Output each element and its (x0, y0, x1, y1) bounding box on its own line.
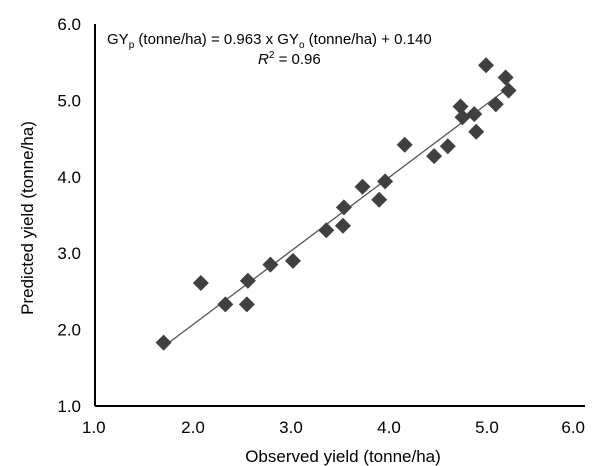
data-point (334, 217, 351, 234)
regression-equation: GYp (tonne/ha) = 0.963 x GYo (tonne/ha) … (107, 31, 432, 51)
data-point (426, 148, 443, 165)
y-tick-label: 5.0 (57, 91, 81, 110)
r-squared-label: R2 = 0.96 (258, 50, 321, 68)
regression-line (163, 87, 509, 348)
data-point (335, 199, 352, 216)
data-point (354, 178, 371, 195)
data-point (500, 82, 517, 99)
data-point (497, 69, 514, 86)
data-point (468, 123, 485, 140)
data-point (478, 57, 495, 74)
y-tick-label: 1.0 (57, 397, 81, 416)
equation-part: (tonne/ha) + 0.140 (305, 31, 432, 48)
x-tick-labels: 1.0 2.0 3.0 4.0 5.0 6.0 (82, 418, 585, 437)
data-point (239, 272, 256, 289)
data-point (466, 106, 483, 123)
data-point (371, 191, 388, 208)
data-point (377, 173, 394, 190)
data-point (396, 136, 413, 153)
y-tick-label: 2.0 (57, 321, 81, 340)
x-tick-label: 3.0 (279, 418, 303, 437)
y-tick-label: 6.0 (57, 15, 81, 34)
y-tick-label: 3.0 (57, 244, 81, 263)
equation-subscript: p (129, 40, 135, 51)
x-tick-label: 4.0 (377, 418, 401, 437)
data-point (217, 296, 234, 313)
data-point (487, 96, 504, 113)
x-axis-title: Observed yield (tonne/ha) (245, 447, 441, 466)
data-point (439, 138, 456, 155)
y-tick-labels: 1.0 2.0 3.0 4.0 5.0 6.0 (57, 15, 81, 416)
data-point (262, 256, 279, 273)
data-point (452, 98, 469, 115)
y-tick-label: 4.0 (57, 168, 81, 187)
data-points (155, 57, 517, 351)
data-point (155, 334, 172, 351)
equation-part: (tonne/ha) = 0.963 x GY (134, 31, 299, 48)
data-point (192, 274, 209, 291)
x-tick-label: 2.0 (181, 418, 205, 437)
data-point (284, 252, 301, 269)
data-point (318, 222, 335, 239)
x-tick-label: 6.0 (561, 418, 585, 437)
y-axis-title: Predicted yield (tonne/ha) (18, 121, 37, 315)
x-tick-label: 5.0 (475, 418, 499, 437)
fit-line-layer (163, 87, 509, 348)
equation-subscript: o (299, 40, 305, 51)
axes (94, 24, 585, 407)
data-point (454, 109, 471, 126)
equation-part: GY (107, 31, 129, 48)
r2-superscript: 2 (269, 50, 275, 61)
r2-value: = 0.96 (274, 51, 320, 68)
r2-symbol: R (258, 51, 269, 68)
x-tick-label: 1.0 (82, 418, 106, 437)
data-point (238, 296, 255, 313)
